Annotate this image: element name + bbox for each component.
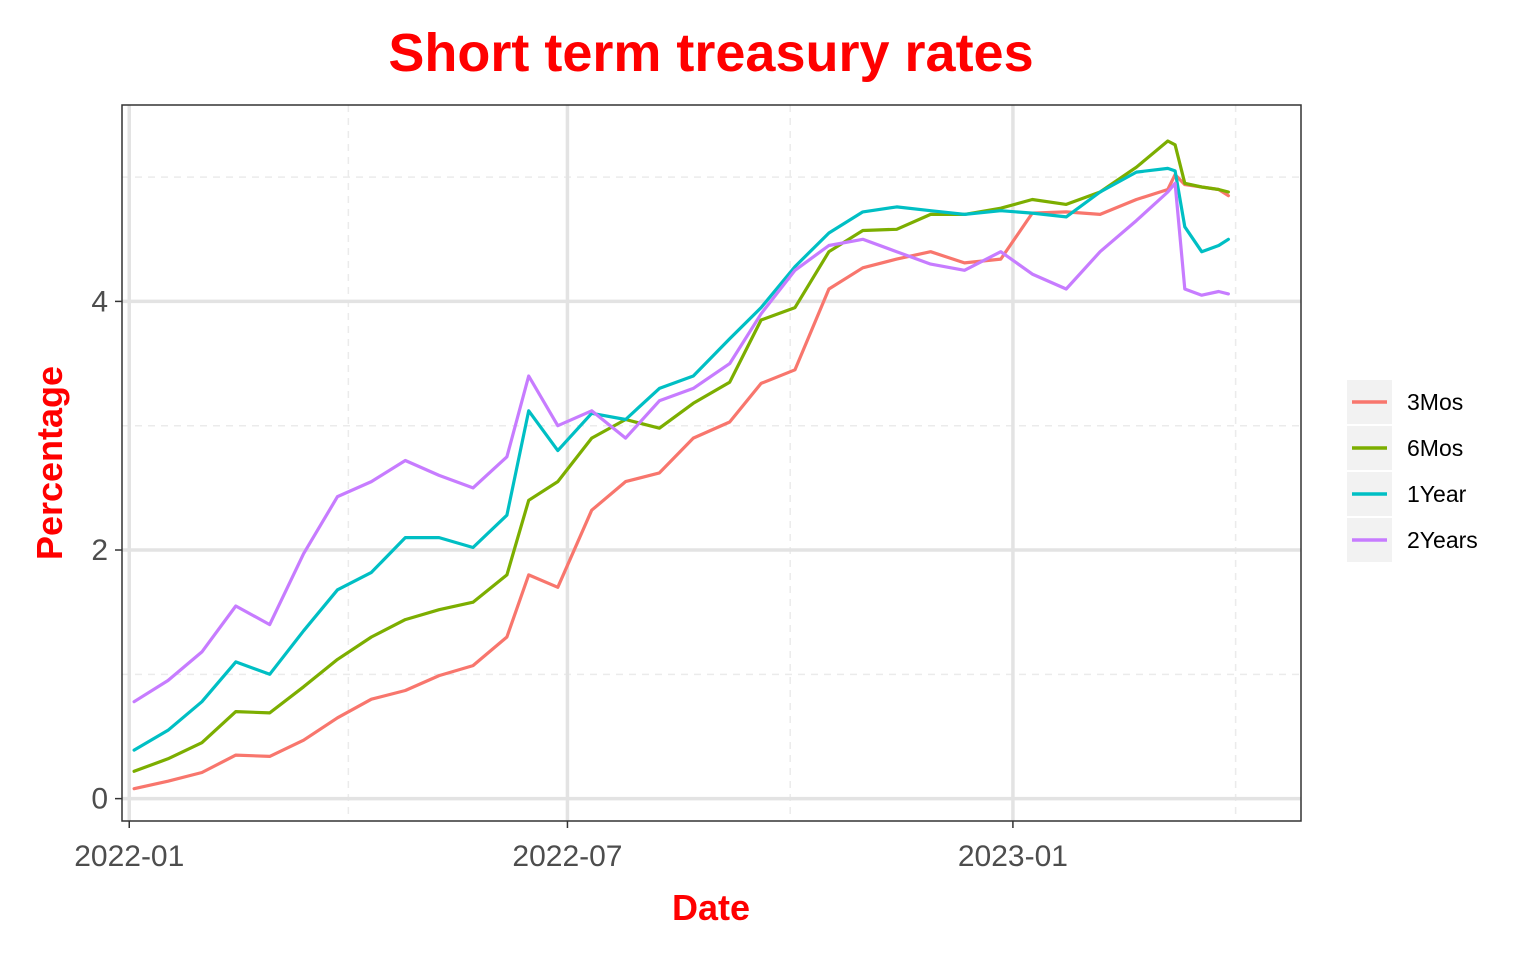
plot-border: [121, 104, 1302, 822]
legend: 3Mos 6Mos 1Year 2Years: [1347, 380, 1478, 562]
y-axis: 0 2 4: [91, 285, 122, 816]
y-tick-label: 2: [91, 534, 108, 567]
grid-major: [122, 105, 1301, 821]
series-line-2years: [132, 181, 1231, 704]
series-line-3mos: [132, 173, 1231, 791]
series-layer: [132, 139, 1231, 791]
legend-label: 3Mos: [1407, 389, 1463, 415]
x-axis: 2022-01 2022-07 2023-01: [74, 821, 1068, 873]
x-tick-label: 2022-07: [512, 840, 622, 873]
y-axis-title: Percentage: [29, 366, 70, 560]
x-axis-title: Date: [672, 887, 750, 928]
x-tick-label: 2023-01: [958, 840, 1068, 873]
plot-panel: [122, 105, 1301, 821]
series-line-1year: [132, 166, 1231, 752]
legend-label: 2Years: [1407, 527, 1478, 553]
x-tick-label: 2022-01: [74, 840, 184, 873]
y-tick-label: 4: [91, 285, 108, 318]
legend-label: 1Year: [1407, 481, 1467, 507]
legend-label: 6Mos: [1407, 435, 1463, 461]
series-line-6mos: [132, 139, 1231, 773]
chart-title: Short term treasury rates: [388, 23, 1034, 83]
y-tick-label: 0: [91, 783, 108, 816]
